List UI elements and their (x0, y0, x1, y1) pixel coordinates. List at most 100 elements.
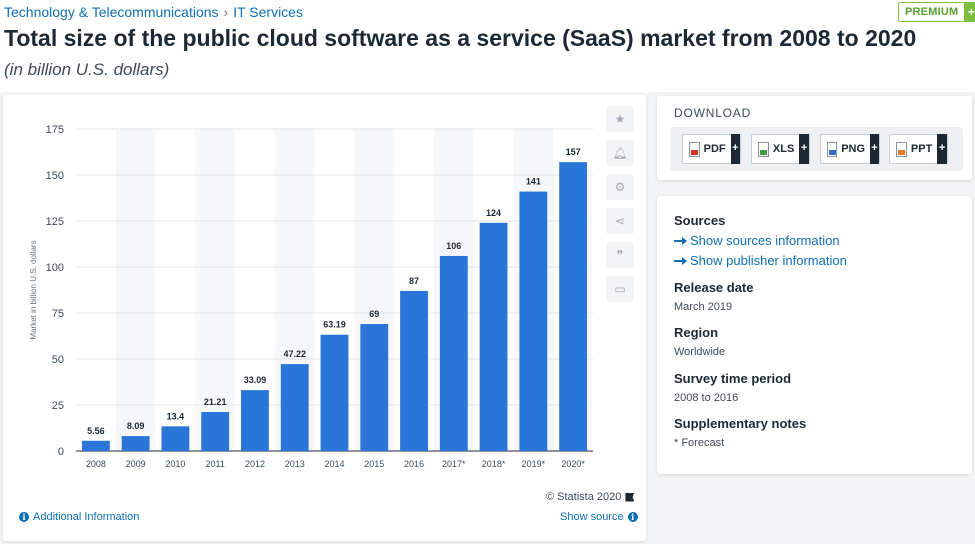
plus-icon: + (937, 134, 947, 164)
x-tick-label: 2020* (561, 459, 585, 469)
supplementary-notes-section: Supplementary notes * Forecast (674, 416, 806, 449)
premium-label: PREMIUM (899, 3, 965, 21)
x-tick-label: 2018* (482, 459, 506, 469)
survey-period-section: Survey time period 2008 to 2016 (674, 371, 791, 404)
download-pdf-button[interactable]: PDF + (682, 134, 741, 164)
bar (280, 364, 309, 451)
release-date-title: Release date (674, 280, 754, 295)
y-tick-label: 75 (52, 308, 64, 320)
release-date-section: Release date March 2019 (674, 280, 754, 313)
bell-icon[interactable]: 🔔︎ (606, 140, 634, 166)
page-title: Total size of the public cloud software … (4, 25, 917, 51)
download-png-label: PNG (841, 143, 866, 155)
bar-value-label: 141 (526, 177, 541, 187)
survey-period-value: 2008 to 2016 (674, 392, 739, 404)
x-tick-label: 2017* (442, 459, 466, 469)
bar-chart: 0 25 50 75 100 125 150 175 Market in billion U.S… (29, 124, 593, 469)
star-icon[interactable]: ★ (606, 106, 634, 132)
bar-value-label: 157 (566, 147, 581, 157)
download-png-button[interactable]: PNG + (820, 134, 880, 164)
details-card (657, 196, 972, 474)
breadcrumb: Technology & Telecommunications › IT Ser… (4, 4, 303, 20)
chart-toolbar: ★ 🔔︎ ⚙ ⋖ ❞ ▭ (606, 106, 634, 302)
sources-section: Sources Show sources information Show pu… (674, 213, 847, 268)
breadcrumb-item-subcategory[interactable]: IT Services (233, 4, 303, 20)
show-sources-link[interactable]: Show sources information (674, 233, 847, 248)
bar (81, 440, 110, 451)
bar-value-label: 47.22 (283, 349, 306, 359)
bar-value-label: 33.09 (244, 375, 267, 385)
region-title: Region (674, 325, 719, 340)
y-tick-label: 0 (58, 446, 64, 458)
supplementary-notes-value: * Forecast (674, 437, 725, 449)
premium-badge[interactable]: PREMIUM + (898, 2, 975, 22)
bar-value-label: 8.09 (127, 421, 145, 431)
y-tick-label: 50 (52, 354, 64, 366)
x-tick-label: 2011 (206, 459, 225, 469)
bar-value-label: 63.19 (323, 320, 346, 330)
download-xls-label: XLS (772, 143, 795, 155)
bar (559, 162, 588, 451)
pdf-file-icon (689, 141, 700, 157)
download-xls-button[interactable]: XLS + (751, 134, 810, 164)
x-tick-label: 2015 (364, 459, 384, 469)
show-sources-label: Show sources information (690, 233, 840, 248)
additional-info-label: Additional Information (33, 511, 140, 523)
arrow-right-icon (674, 256, 687, 265)
page-header (0, 0, 975, 92)
region-value: Worldwide (674, 346, 726, 358)
xls-file-icon (758, 141, 769, 157)
plus-icon: + (799, 134, 809, 164)
flag-icon[interactable] (625, 492, 635, 502)
copyright-text: © Statista 2020 (546, 491, 622, 503)
x-tick-label: 2012 (245, 459, 265, 469)
bar-value-label: 87 (409, 276, 419, 286)
show-source-label: Show source (560, 511, 624, 523)
y-axis-label: Market in billion U.S. dollars (29, 240, 38, 339)
additional-info-link[interactable]: i Additional Information (19, 511, 139, 523)
x-tick-label: 2014 (324, 459, 344, 469)
y-tick-label: 175 (46, 124, 64, 136)
x-tick-label: 2009 (126, 459, 146, 469)
copyright: © Statista 2020 (546, 491, 635, 503)
show-publisher-link[interactable]: Show publisher information (674, 253, 847, 268)
y-tick-label: 100 (46, 262, 64, 274)
print-icon[interactable]: ▭ (606, 276, 634, 302)
show-source-link[interactable]: Show source i (560, 511, 638, 523)
arrow-right-icon (674, 236, 687, 245)
bar-value-label: 124 (486, 208, 501, 218)
x-tick-label: 2016 (404, 459, 424, 469)
bar (439, 255, 468, 451)
breadcrumb-item-category[interactable]: Technology & Telecommunications (4, 4, 219, 20)
png-file-icon (827, 141, 838, 157)
download-ppt-label: PPT (910, 143, 933, 155)
column-shade (115, 129, 156, 451)
quote-icon[interactable]: ❞ (606, 242, 634, 268)
x-tick-label: 2019* (522, 459, 546, 469)
plus-icon: + (964, 3, 975, 21)
page-subtitle: (in billion U.S. dollars) (4, 60, 170, 79)
download-pdf-label: PDF (703, 143, 726, 155)
plus-icon: + (870, 134, 879, 164)
bar-value-label: 106 (446, 241, 461, 251)
bar (479, 222, 508, 451)
breadcrumb-separator: › (223, 4, 229, 20)
bar (241, 390, 269, 451)
bar-value-label: 13.4 (167, 411, 185, 421)
bar (519, 191, 548, 451)
x-tick-label: 2013 (285, 459, 305, 469)
sources-title: Sources (674, 213, 726, 228)
info-icon: i (627, 512, 638, 522)
x-tick-label: 2008 (86, 459, 106, 469)
bar-value-label: 5.56 (87, 426, 105, 436)
ppt-file-icon (896, 141, 907, 157)
download-title: DOWNLOAD (674, 106, 752, 120)
gear-icon[interactable]: ⚙ (606, 174, 634, 200)
share-icon[interactable]: ⋖ (606, 208, 634, 234)
plus-icon: + (730, 134, 740, 164)
bar (400, 290, 428, 451)
x-tick-label: 2010 (165, 459, 185, 469)
supplementary-notes-title: Supplementary notes (674, 416, 807, 431)
y-tick-label: 25 (52, 400, 64, 412)
download-ppt-button[interactable]: PPT + (889, 134, 948, 164)
